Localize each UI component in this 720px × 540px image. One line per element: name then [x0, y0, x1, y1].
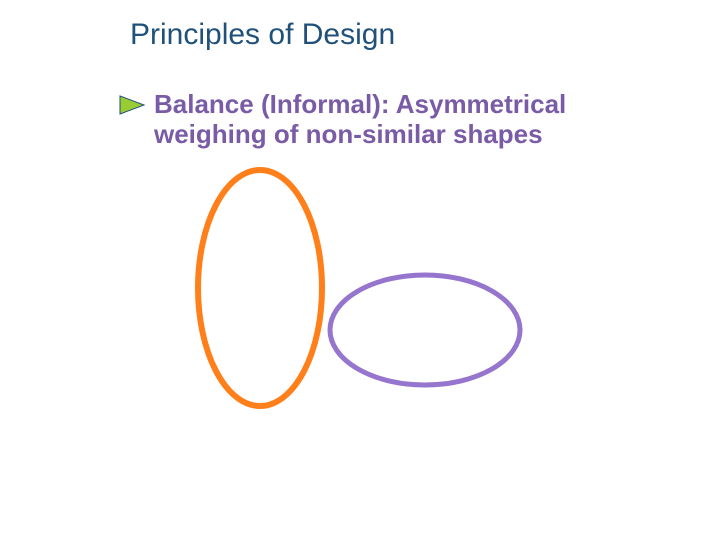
slide: Principles of Design Balance (Informal):… — [0, 0, 720, 540]
ellipse-tall-orange — [198, 170, 322, 406]
diagram-canvas — [0, 0, 720, 540]
ellipse-wide-purple — [330, 275, 520, 385]
